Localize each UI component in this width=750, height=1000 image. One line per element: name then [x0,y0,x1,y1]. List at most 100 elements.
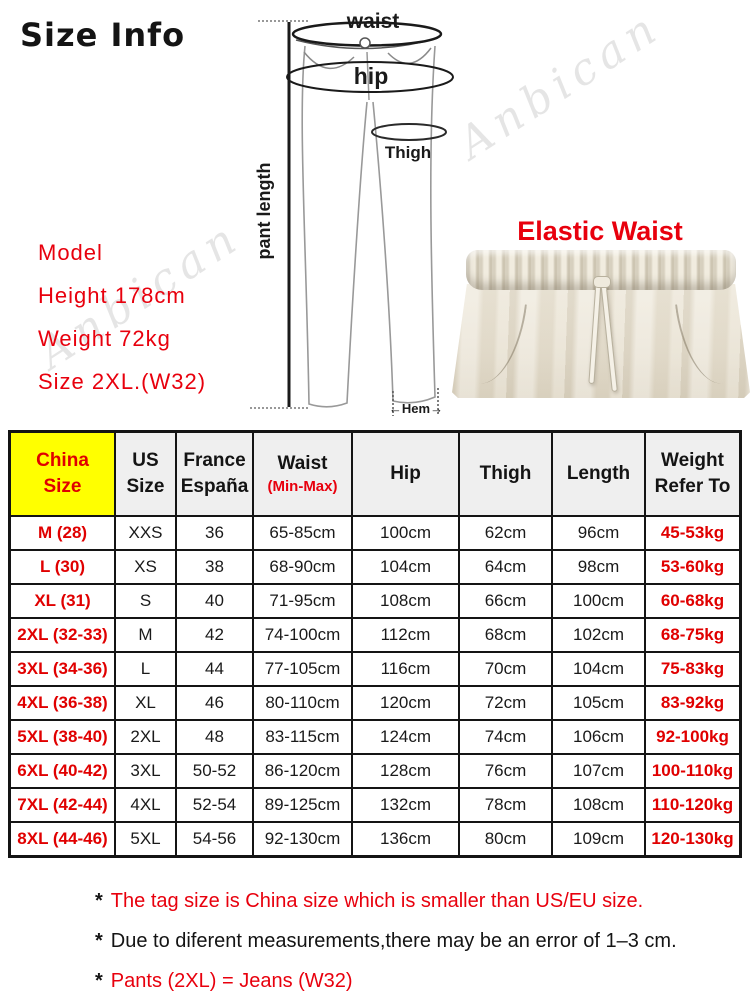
header-text: Waist [277,453,328,475]
cell-china-size: M (28) [8,515,116,551]
cell-length: 96cm [551,515,646,551]
note-line: * Due to diferent measurements,there may … [95,930,677,953]
cell-waist: 74-100cm [252,617,353,653]
pants-photo-body [452,284,750,398]
cell-us-size: 2XL [114,719,177,755]
model-info-line: Height 178cm [38,283,186,308]
cell-thigh: 64cm [458,549,553,585]
size-table: China Size US Size France España Waist (… [8,430,742,858]
cell-weight: 83-92kg [644,685,742,721]
cell-china-size: 5XL (38-40) [8,719,116,755]
size-row: L (30) XS 38 68-90cm 104cm 64cm 98cm 53-60kg [8,549,742,585]
cell-thigh: 70cm [458,651,553,687]
cell-france-size: 50-52 [175,753,254,789]
model-info-line: Size 2XL.(W32) [38,369,207,394]
cell-us-size: XL [114,685,177,721]
note-text: The tag size is China size which is smal… [110,890,644,912]
cell-thigh: 74cm [458,719,553,755]
size-table-body: M (28) XXS 36 65-85cm 100cm 62cm 96cm 45-53kg L … [8,515,742,858]
cell-weight: 60-68kg [644,583,742,619]
size-row: XL (31) S 40 71-95cm 108cm 66cm 100cm 60-68kg [8,583,742,619]
cell-china-size: 7XL (42-44) [8,787,116,823]
cell-length: 105cm [551,685,646,721]
header-text: Weight [661,450,724,472]
size-row: 8XL (44-46) 5XL 54-56 92-130cm 136cm 80cm 109c… [8,821,742,858]
cell-length: 102cm [551,617,646,653]
pants-measurement-diagram: pant length waist hip Thigh ←Hem→ [250,10,454,416]
cell-weight: 75-83kg [644,651,742,687]
cell-us-size: 5XL [114,821,177,858]
left-leg-outline [301,45,368,408]
col-header-weight: Weight Refer To [644,430,742,517]
col-header-hip: Hip [351,430,460,517]
cell-thigh: 72cm [458,685,553,721]
cell-weight: 100-110kg [644,753,742,789]
cell-length: 100cm [551,583,646,619]
right-pocket-curve [387,47,432,64]
cell-weight: 120-130kg [644,821,742,858]
header-text: Size [43,476,82,497]
note-asterisk: * [95,930,103,952]
cell-thigh: 80cm [458,821,553,858]
cell-hip: 112cm [351,617,460,653]
model-info-line: Model [38,240,103,265]
header-row: China Size US Size France España Waist (… [8,430,742,517]
size-row: 7XL (42-44) 4XL 52-54 89-125cm 132cm 78cm 108c… [8,787,742,823]
cell-hip: 116cm [351,651,460,687]
hem-label: ←Hem→ [389,401,443,416]
model-info: Model Height 178cm Weight 72kg Size 2XL.… [38,240,206,412]
cell-hip: 108cm [351,583,460,619]
cell-france-size: 46 [175,685,254,721]
col-header-france: France España [175,430,254,517]
model-info-line: Weight 72kg [38,326,171,351]
cell-china-size: L (30) [8,549,116,585]
cell-france-size: 36 [175,515,254,551]
header-text: Refer To [654,476,731,497]
cell-hip: 132cm [351,787,460,823]
cell-weight: 45-53kg [644,515,742,551]
cell-length: 107cm [551,753,646,789]
header-text: France [183,450,246,472]
cell-thigh: 78cm [458,787,553,823]
hip-label: hip [354,63,389,89]
col-header-us-size: US Size [114,430,177,517]
cell-hip: 120cm [351,685,460,721]
cell-us-size: 3XL [114,753,177,789]
cell-waist: 65-85cm [252,515,353,551]
cell-thigh: 76cm [458,753,553,789]
cell-china-size: XL (31) [8,583,116,619]
cell-thigh: 66cm [458,583,553,619]
header-text: Hip [390,463,421,485]
size-table-header: China Size US Size France España Waist (… [8,430,742,517]
note-text: Pants (2XL) = Jeans (W32) [110,970,353,992]
cell-us-size: L [114,651,177,687]
note-line: * Pants (2XL) = Jeans (W32) [95,970,677,993]
header-text: Thigh [479,463,532,485]
cell-thigh: 68cm [458,617,553,653]
waist-button [359,37,371,49]
cell-france-size: 38 [175,549,254,585]
cell-hip: 100cm [351,515,460,551]
watermark-text: Anbican [449,0,671,170]
cell-china-size: 6XL (40-42) [8,753,116,789]
header-subtext: (Min-Max) [267,478,338,496]
size-row: M (28) XXS 36 65-85cm 100cm 62cm 96cm 45-53kg [8,515,742,551]
col-header-china-size: China Size [8,430,116,517]
cell-hip: 128cm [351,753,460,789]
cell-waist: 86-120cm [252,753,353,789]
cell-hip: 136cm [351,821,460,858]
waist-label: waist [346,10,400,33]
elastic-waist-label: Elastic Waist [517,216,683,246]
size-row: 4XL (36-38) XL 46 80-110cm 120cm 72cm 105cm 83-… [8,685,742,721]
cell-length: 104cm [551,651,646,687]
cell-waist: 71-95cm [252,583,353,619]
cell-china-size: 3XL (34-36) [8,651,116,687]
page-title: Size Info [20,16,186,54]
cell-waist: 92-130cm [252,821,353,858]
col-header-waist: Waist (Min-Max) [252,430,353,517]
note-line: * The tag size is China size which is sma… [95,890,677,913]
hip-ellipse [286,61,454,93]
cell-weight: 110-120kg [644,787,742,823]
cell-france-size: 44 [175,651,254,687]
